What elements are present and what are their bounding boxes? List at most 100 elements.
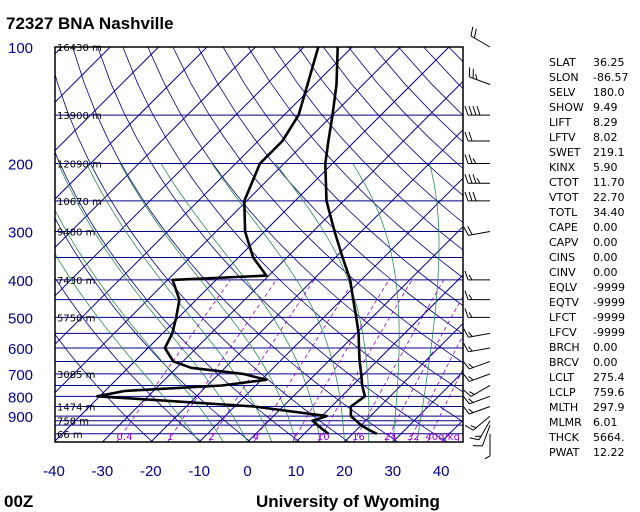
index-row-eqtv: EQTV -9999 bbox=[549, 295, 639, 310]
wind-barb-flag bbox=[472, 158, 477, 164]
wind-barb-9 bbox=[463, 343, 491, 353]
mixing-ratio-line-2 bbox=[208, 279, 315, 442]
index-name: LFCV bbox=[549, 326, 577, 339]
index-value: 0.00 bbox=[593, 266, 618, 279]
x-tick-label-40: 40 bbox=[433, 463, 450, 480]
isotherm--20 bbox=[150, 129, 463, 442]
index-value: 297.9 bbox=[593, 401, 625, 414]
index-row-capv: CAPV 0.00 bbox=[549, 235, 639, 250]
index-row-totl: TOTL 34.40 bbox=[549, 205, 639, 220]
height-label-4: 5750 m bbox=[57, 313, 95, 324]
chart-title: 72327 BNA Nashville bbox=[6, 14, 174, 33]
wind-barb-shaft bbox=[469, 395, 491, 405]
x-tick-label--30: -30 bbox=[92, 463, 114, 480]
wind-barb-0 bbox=[484, 433, 491, 460]
isotherm--30 bbox=[102, 80, 463, 442]
credit-label: University of Wyoming bbox=[256, 492, 440, 511]
index-value: 0.00 bbox=[593, 236, 618, 249]
x-tick-label-20: 20 bbox=[336, 463, 353, 480]
index-value: 12.22 bbox=[593, 446, 625, 459]
height-label-8: 12090 m bbox=[57, 159, 102, 170]
index-name: KINX bbox=[549, 161, 576, 174]
wind-barb-flag bbox=[464, 154, 469, 164]
index-value: -9999 bbox=[593, 311, 625, 324]
index-name: MLMR bbox=[549, 416, 582, 429]
mixing-ratio-line-0 bbox=[116, 279, 231, 442]
index-name: LIFT bbox=[549, 116, 572, 129]
moist-adiabat-0 bbox=[57, 163, 248, 442]
wind-barb-flag bbox=[464, 191, 469, 202]
index-row-cape: CAPE 0.00 bbox=[549, 220, 639, 235]
index-name: SLON bbox=[549, 71, 579, 84]
index-row-lftv: LFTV 8.02 bbox=[549, 130, 639, 145]
index-name: CINV bbox=[549, 266, 576, 279]
index-name: CINS bbox=[549, 251, 576, 264]
wind-barb-shaft bbox=[470, 385, 491, 397]
dry-adiabat-280 bbox=[55, 151, 301, 442]
wind-barb-1 bbox=[472, 425, 491, 447]
mixing-ratio-label-6: 16 bbox=[352, 432, 365, 443]
wind-barb-flag bbox=[473, 28, 477, 39]
mixing-ratio-line-3 bbox=[253, 279, 355, 442]
wind-barb-flag bbox=[464, 131, 469, 142]
index-name: LFTV bbox=[549, 131, 576, 144]
height-label-6: 9480 m bbox=[57, 228, 95, 239]
isotherm-30 bbox=[392, 371, 463, 442]
wind-barb-13 bbox=[464, 270, 490, 281]
wind-barb-16 bbox=[464, 174, 490, 184]
wind-barb-flag bbox=[468, 408, 474, 414]
y-tick-label-800: 800 bbox=[8, 389, 33, 406]
index-row-show: SHOW 9.49 bbox=[549, 100, 639, 115]
dry-adiabat-310 bbox=[97, 47, 448, 442]
index-value: 0.00 bbox=[593, 356, 618, 369]
wind-barb-2 bbox=[469, 420, 491, 441]
mixing-ratio-line-6 bbox=[353, 279, 445, 442]
index-row-lfcv: LFCV -9999 bbox=[549, 325, 639, 340]
index-value: 219.1 bbox=[593, 146, 625, 159]
wind-barb-flag bbox=[468, 363, 474, 368]
wind-barb-shaft bbox=[469, 406, 491, 415]
wind-barb-flag bbox=[463, 373, 470, 382]
wind-barb-21 bbox=[470, 26, 491, 48]
wind-barb-flag bbox=[469, 391, 475, 395]
wind-barb-shaft bbox=[472, 415, 491, 431]
index-value: -9999 bbox=[593, 281, 625, 294]
dry-adiabat-300 bbox=[72, 47, 399, 442]
index-row-mlmr: MLMR 6.01 bbox=[549, 415, 639, 430]
wind-barb-shaft bbox=[470, 35, 491, 48]
mixing-ratio-label-0: 0.4 bbox=[117, 432, 133, 443]
mixing-ratio-label-2: 2 bbox=[208, 432, 214, 443]
index-name: EQTV bbox=[549, 296, 579, 309]
wind-barb-flag bbox=[463, 328, 469, 338]
wind-barb-flag bbox=[464, 174, 469, 184]
moist-adiabat-10 bbox=[119, 163, 297, 442]
index-row-selv: SELV 180.0 bbox=[549, 85, 639, 100]
index-row-lclp: LCLP 759.6 bbox=[549, 385, 639, 400]
index-row-lfct: LFCT -9999 bbox=[549, 310, 639, 325]
index-value: 759.6 bbox=[593, 386, 625, 399]
mixing-ratio-label-5: 10 bbox=[317, 432, 330, 443]
index-value: 22.70 bbox=[593, 191, 625, 204]
wind-barb-flag bbox=[468, 131, 473, 142]
index-row-cinv: CINV 0.00 bbox=[549, 265, 639, 280]
index-name: MLTH bbox=[549, 401, 579, 414]
wind-barb-flag bbox=[468, 191, 473, 202]
height-label-0: 66 m bbox=[57, 430, 83, 441]
index-value: 5.90 bbox=[593, 161, 618, 174]
index-name: SELV bbox=[549, 86, 576, 99]
dry-adiabat-260 bbox=[55, 277, 202, 442]
index-name: LCLT bbox=[549, 371, 575, 384]
wind-barb-flag bbox=[468, 274, 473, 281]
index-name: THCK bbox=[549, 431, 579, 444]
wind-barb-shaft bbox=[482, 425, 491, 447]
moist-adiabat-25 bbox=[275, 163, 370, 442]
wind-barb-flag bbox=[468, 294, 473, 300]
index-row-ctot: CTOT 11.70 bbox=[549, 175, 639, 190]
temperature-profile bbox=[323, 47, 378, 435]
wind-barb-flag bbox=[468, 398, 474, 403]
height-label-5: 7430 m bbox=[57, 276, 95, 287]
wind-barb-flag bbox=[484, 455, 491, 460]
index-row-vtot: VTOT 22.70 bbox=[549, 190, 639, 205]
index-name: SWET bbox=[549, 146, 581, 159]
